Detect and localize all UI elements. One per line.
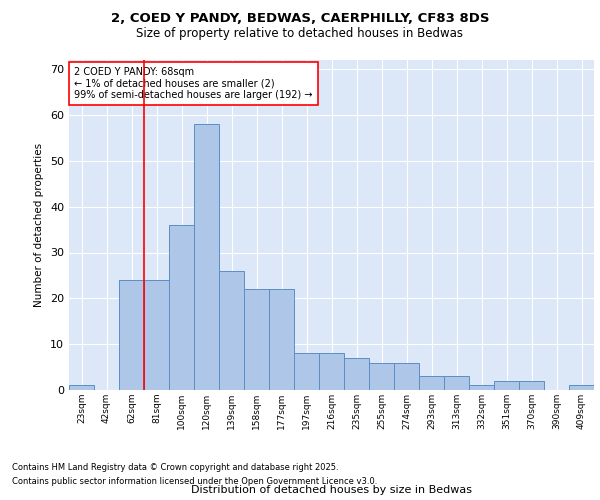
- Bar: [494, 381, 519, 390]
- Bar: [219, 271, 244, 390]
- Y-axis label: Number of detached properties: Number of detached properties: [34, 143, 44, 307]
- Bar: [294, 354, 319, 390]
- Bar: [344, 358, 369, 390]
- Bar: [244, 289, 269, 390]
- Bar: [319, 354, 344, 390]
- Text: Contains public sector information licensed under the Open Government Licence v3: Contains public sector information licen…: [12, 478, 377, 486]
- Bar: [194, 124, 219, 390]
- Bar: [69, 386, 94, 390]
- Bar: [569, 386, 594, 390]
- Text: Size of property relative to detached houses in Bedwas: Size of property relative to detached ho…: [137, 28, 464, 40]
- Bar: [444, 376, 469, 390]
- Bar: [369, 362, 394, 390]
- X-axis label: Distribution of detached houses by size in Bedwas: Distribution of detached houses by size …: [191, 484, 472, 494]
- Bar: [394, 362, 419, 390]
- Text: 2 COED Y PANDY: 68sqm
← 1% of detached houses are smaller (2)
99% of semi-detach: 2 COED Y PANDY: 68sqm ← 1% of detached h…: [74, 66, 313, 100]
- Text: Contains HM Land Registry data © Crown copyright and database right 2025.: Contains HM Land Registry data © Crown c…: [12, 462, 338, 471]
- Bar: [419, 376, 444, 390]
- Text: 2, COED Y PANDY, BEDWAS, CAERPHILLY, CF83 8DS: 2, COED Y PANDY, BEDWAS, CAERPHILLY, CF8…: [111, 12, 489, 26]
- Bar: [169, 225, 194, 390]
- Bar: [119, 280, 144, 390]
- Bar: [519, 381, 544, 390]
- Bar: [269, 289, 294, 390]
- Bar: [469, 386, 494, 390]
- Bar: [144, 280, 169, 390]
